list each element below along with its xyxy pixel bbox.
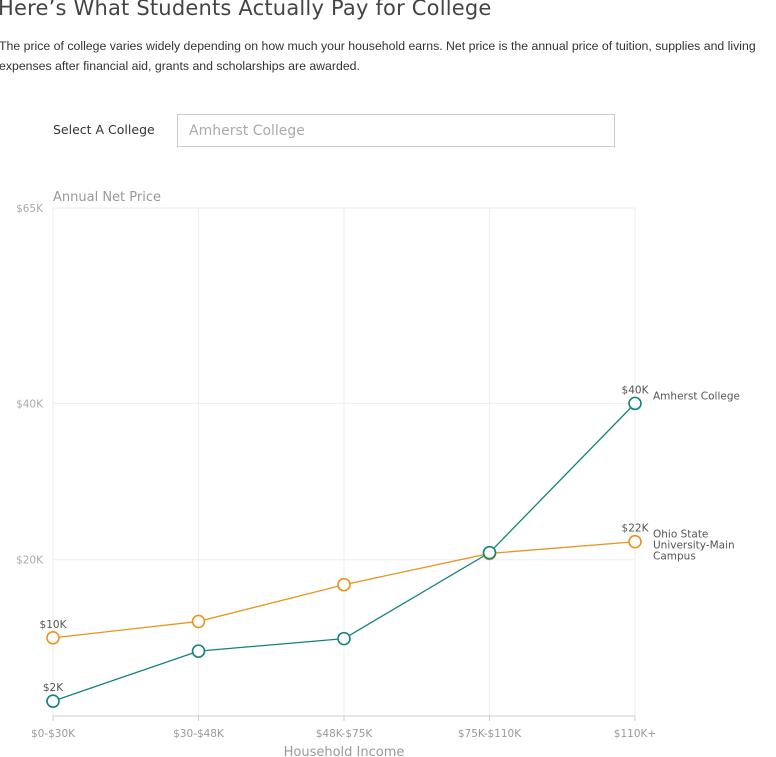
- y-tick-label: $40K: [16, 398, 44, 410]
- data-label: $2K: [43, 682, 64, 694]
- data-point: [46, 631, 60, 645]
- y-tick-label: $20K: [16, 555, 44, 567]
- series-name-label: Amherst College: [653, 390, 740, 402]
- data-point: [337, 577, 351, 592]
- data-point: [482, 545, 497, 560]
- data-point: [46, 694, 60, 708]
- data-point: [191, 644, 206, 658]
- y-axis-label: Annual Net Price: [53, 190, 161, 205]
- select-college-label: Select A College: [53, 122, 155, 137]
- page-description: The price of college varies widely depen…: [0, 39, 756, 73]
- series-name-label: University-Main: [653, 540, 735, 552]
- y-tick-label: $65K: [16, 203, 44, 215]
- data-point: [191, 614, 206, 629]
- x-tick-label: $75K-$110K: [458, 728, 522, 740]
- data-point: [628, 534, 642, 549]
- data-label: $22K: [622, 523, 650, 535]
- college-select-input[interactable]: [177, 114, 615, 147]
- series-name-label: Campus: [653, 551, 696, 563]
- x-tick-label: $110K+: [614, 728, 656, 740]
- data-label: $40K: [622, 384, 650, 396]
- data-point: [337, 631, 351, 646]
- series-name-label: Ohio State: [653, 529, 708, 541]
- x-tick-label: $48K-$75K: [316, 728, 374, 740]
- x-tick-label: $0-$30K: [31, 728, 76, 740]
- data-label: $10K: [40, 619, 68, 631]
- data-point: [628, 396, 642, 411]
- x-tick-label: $30-$48K: [173, 728, 225, 740]
- x-axis-label: Household Income: [284, 745, 405, 757]
- page-title: Here’s What Students Actually Pay for Co…: [0, 0, 492, 20]
